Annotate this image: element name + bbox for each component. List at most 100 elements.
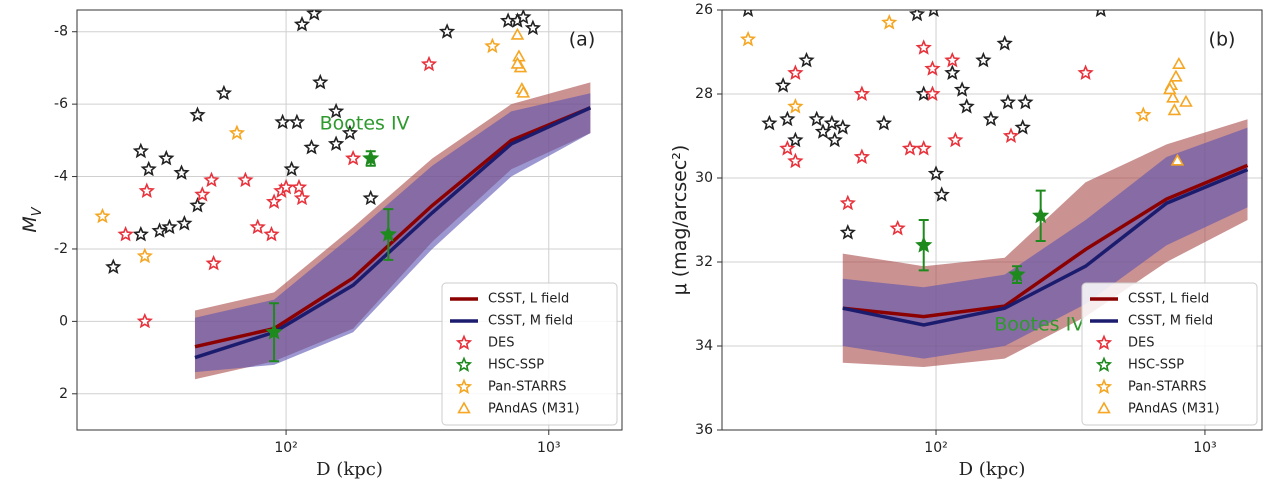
star-marker xyxy=(293,189,311,206)
y-axis-label: μ (mag/arcsec²) xyxy=(669,145,691,296)
legend-label: DES xyxy=(488,336,514,351)
triangle-marker xyxy=(510,56,525,69)
legend-label: Pan-STARRS xyxy=(1128,380,1207,395)
y-tick-label: 26 xyxy=(695,2,713,18)
star-marker xyxy=(908,10,926,22)
star-marker xyxy=(158,149,175,166)
legend-label: Pan-STARRS xyxy=(488,380,567,395)
star-marker xyxy=(176,215,193,231)
plot-frame xyxy=(76,9,623,431)
legend-label: HSC-SSP xyxy=(1128,358,1184,373)
star-marker xyxy=(779,140,796,156)
star-marker xyxy=(249,218,266,235)
star-marker xyxy=(808,110,825,127)
star-marker xyxy=(975,51,992,68)
star-marker xyxy=(958,98,975,114)
star-marker xyxy=(996,35,1013,51)
star-marker xyxy=(94,207,111,224)
line xyxy=(842,167,1249,327)
legend-label: PAndAS (M31) xyxy=(488,402,580,417)
legend-swatch xyxy=(457,401,471,414)
star-marker xyxy=(881,14,898,30)
line xyxy=(194,106,592,360)
star-marker xyxy=(263,225,280,242)
x-tick-label: 10² xyxy=(924,440,947,456)
star-marker xyxy=(274,113,291,130)
star-marker xyxy=(306,10,323,21)
star-marker xyxy=(327,102,345,119)
legend-box xyxy=(1081,282,1258,426)
uncertainty-band xyxy=(842,127,1248,359)
star-marker xyxy=(915,140,932,156)
star-marker xyxy=(203,171,220,188)
star-marker xyxy=(944,51,961,68)
legend-label: HSC-SSP xyxy=(488,358,544,373)
y-axis-label-main: M xyxy=(19,216,41,232)
triangle-marker xyxy=(1166,90,1180,103)
legend-swatch xyxy=(455,356,473,373)
star-marker xyxy=(312,73,329,90)
y-tick-label: 30 xyxy=(695,170,713,186)
star-marker xyxy=(345,149,362,166)
star-marker xyxy=(189,106,206,123)
legend-label: DES xyxy=(1128,336,1154,351)
panel: 26 28 30 32 34 36 10² 10³ D (kpc) μ (mag/arcsec²)… xyxy=(669,2,1263,480)
star-marker xyxy=(1095,10,1106,18)
y-tick-label: 0 xyxy=(59,313,68,329)
star-marker xyxy=(341,124,359,141)
star-marker xyxy=(779,110,796,127)
star-marker xyxy=(889,219,906,236)
star-marker xyxy=(839,224,856,240)
legend-swatch xyxy=(1095,334,1113,351)
legend-label: CSST, L field xyxy=(488,292,569,307)
triangle-marker xyxy=(1172,56,1186,69)
star-marker xyxy=(283,160,300,177)
star-marker xyxy=(924,60,941,76)
star-marker xyxy=(853,85,871,102)
y-tick-label: 36 xyxy=(695,422,713,438)
star-marker xyxy=(132,225,149,242)
star-marker xyxy=(1008,265,1026,283)
star-marker xyxy=(327,135,345,151)
star-marker xyxy=(362,189,379,206)
star-marker xyxy=(947,131,964,148)
star-marker xyxy=(524,19,542,36)
star-marker xyxy=(823,114,841,131)
legend-swatch xyxy=(1095,378,1113,395)
legend-label: CSST, L field xyxy=(1128,292,1209,307)
legend: CSST, L field CSST, M field DES HSC-SSP Pan-… xyxy=(441,282,618,426)
star-marker xyxy=(875,114,893,131)
star-marker xyxy=(205,254,222,271)
star-marker xyxy=(140,160,157,177)
triangle-marker xyxy=(1169,69,1183,82)
y-tick-label: -6 xyxy=(54,96,68,112)
legend-label: PAndAS (M31) xyxy=(1128,402,1220,417)
legend: CSST, L field CSST, M field DES HSC-SSP Pan-… xyxy=(1081,282,1258,426)
legend-swatch xyxy=(1095,356,1113,373)
star-marker xyxy=(105,258,122,274)
star-marker xyxy=(982,110,1000,127)
star-marker xyxy=(215,84,233,101)
star-marker xyxy=(933,186,950,202)
star-marker xyxy=(265,193,283,209)
star-marker xyxy=(1014,119,1031,135)
star-marker xyxy=(739,30,757,47)
star-marker xyxy=(927,165,945,181)
star-marker xyxy=(787,98,804,114)
star-marker xyxy=(265,323,283,340)
star-marker xyxy=(915,39,932,55)
star-marker xyxy=(774,77,792,93)
panel-label: (b) xyxy=(1209,29,1236,51)
line xyxy=(194,106,592,349)
star-marker xyxy=(1031,206,1050,224)
star-marker xyxy=(798,51,815,68)
panel: -8 -6 -4 -2 0 2 10² 10³ D (kpc) MV (a) Bootes IV xyxy=(19,9,623,480)
triangle-marker xyxy=(1163,82,1177,95)
legend-label: CSST, M field xyxy=(1128,314,1213,329)
star-marker xyxy=(277,178,295,195)
star-marker xyxy=(189,196,206,213)
star-marker xyxy=(438,23,456,39)
star-marker xyxy=(901,140,919,156)
star-marker xyxy=(1135,106,1152,123)
star-marker xyxy=(953,81,971,97)
